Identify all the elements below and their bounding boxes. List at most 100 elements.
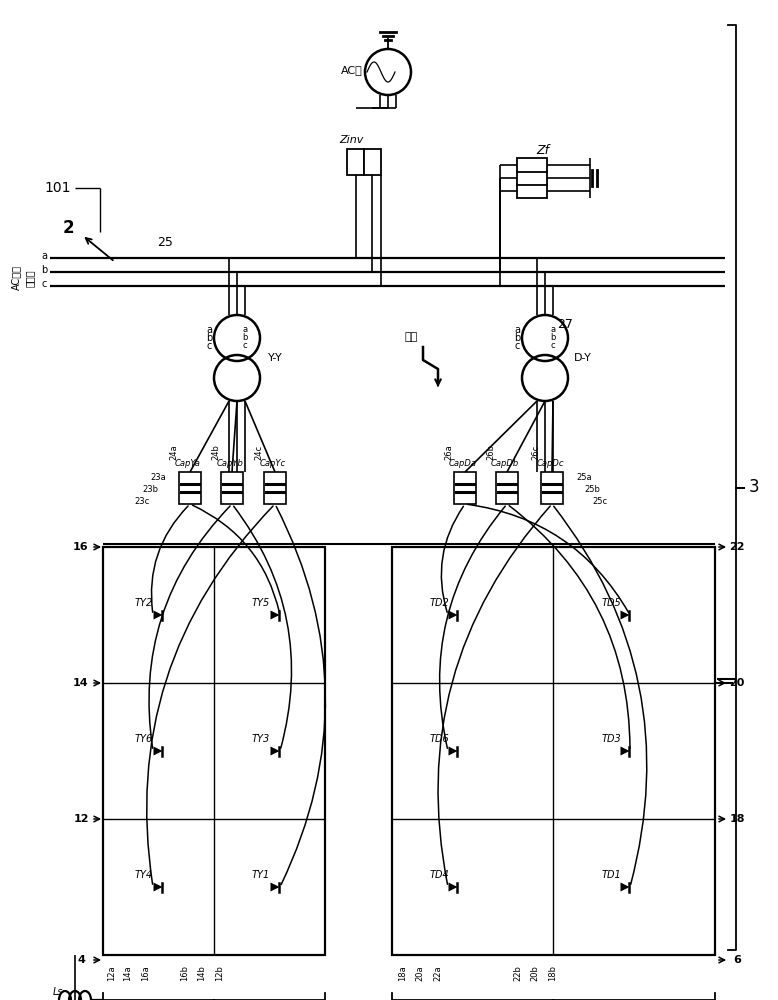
Bar: [496, 472, 518, 504]
Text: 22: 22: [729, 542, 745, 552]
Text: 22a: 22a: [433, 965, 443, 981]
Text: TD3: TD3: [601, 734, 621, 744]
Text: TY6: TY6: [135, 734, 153, 744]
Text: TY5: TY5: [252, 598, 270, 608]
Bar: [454, 472, 476, 504]
Bar: [221, 472, 243, 504]
Text: AC总线: AC总线: [11, 265, 21, 290]
Text: 12a: 12a: [107, 965, 117, 981]
Text: 27: 27: [557, 318, 573, 330]
Text: c: c: [206, 341, 212, 351]
Text: 23c: 23c: [135, 497, 149, 506]
Text: b: b: [514, 333, 520, 343]
Text: TY3: TY3: [252, 734, 270, 744]
Text: 逆变器: 逆变器: [25, 269, 35, 287]
Text: Ls: Ls: [53, 987, 64, 997]
Text: CapYa: CapYa: [175, 460, 201, 468]
Bar: [103, 547, 325, 955]
Text: 26c: 26c: [531, 445, 541, 460]
Text: 2: 2: [62, 219, 74, 237]
Text: CapYc: CapYc: [260, 460, 286, 468]
Polygon shape: [621, 746, 629, 756]
Text: 25c: 25c: [592, 497, 608, 506]
Text: 故障: 故障: [405, 332, 418, 342]
Text: 12: 12: [73, 814, 89, 824]
Polygon shape: [153, 746, 163, 756]
Text: TD5: TD5: [601, 598, 621, 608]
Text: 18a: 18a: [398, 965, 408, 981]
Text: 12b: 12b: [216, 965, 225, 981]
Text: 22b: 22b: [513, 965, 523, 981]
Bar: [264, 472, 286, 504]
Polygon shape: [271, 746, 279, 756]
Polygon shape: [153, 610, 163, 619]
Text: 16a: 16a: [142, 965, 150, 981]
Text: 26a: 26a: [444, 444, 454, 460]
Text: 6: 6: [733, 955, 741, 965]
Text: 23a: 23a: [150, 474, 166, 483]
Text: Y-Y: Y-Y: [268, 353, 282, 363]
Text: 25a: 25a: [576, 474, 592, 483]
Text: 14b: 14b: [198, 965, 206, 981]
Text: 18: 18: [729, 814, 745, 824]
Text: c: c: [551, 342, 555, 351]
Text: 14: 14: [73, 678, 89, 688]
Text: 24c: 24c: [254, 445, 264, 460]
Text: TY2: TY2: [135, 598, 153, 608]
Polygon shape: [271, 882, 279, 892]
Text: 24a: 24a: [170, 444, 178, 460]
Text: 4: 4: [77, 955, 85, 965]
Text: Zinv: Zinv: [339, 135, 363, 145]
Text: D-Y: D-Y: [574, 353, 592, 363]
Text: b: b: [242, 334, 247, 342]
Text: AC源: AC源: [341, 65, 363, 75]
Bar: [392, 547, 715, 955]
Bar: [364, 149, 381, 175]
Text: 20b: 20b: [531, 965, 539, 981]
Polygon shape: [448, 746, 457, 756]
Text: 3: 3: [749, 479, 759, 496]
Bar: [347, 149, 364, 175]
Bar: [517, 171, 547, 185]
Text: 101: 101: [45, 181, 72, 195]
Text: 14a: 14a: [124, 965, 132, 981]
Text: a: a: [206, 325, 212, 335]
Polygon shape: [621, 882, 629, 892]
Text: a: a: [514, 325, 520, 335]
Text: b: b: [550, 334, 555, 342]
Text: 18b: 18b: [548, 965, 558, 981]
Polygon shape: [448, 882, 457, 892]
Text: a: a: [551, 326, 555, 334]
Text: a: a: [243, 326, 247, 334]
Text: b: b: [206, 333, 212, 343]
Text: 20: 20: [729, 678, 745, 688]
Text: 16: 16: [73, 542, 89, 552]
Text: CapDa: CapDa: [449, 460, 477, 468]
Text: TD6: TD6: [429, 734, 449, 744]
Text: TD2: TD2: [429, 598, 449, 608]
Text: 20a: 20a: [415, 965, 425, 981]
Text: c: c: [514, 341, 520, 351]
Text: 25b: 25b: [584, 486, 600, 494]
Text: 23b: 23b: [142, 486, 158, 494]
Text: 26b: 26b: [486, 444, 496, 460]
Bar: [517, 158, 547, 172]
Text: TD4: TD4: [429, 870, 449, 880]
Polygon shape: [271, 610, 279, 619]
Text: TD1: TD1: [601, 870, 621, 880]
Text: Zf: Zf: [537, 143, 549, 156]
Bar: [517, 184, 547, 198]
Text: 16b: 16b: [180, 965, 190, 981]
Text: TY1: TY1: [252, 870, 270, 880]
Text: CapYb: CapYb: [216, 460, 244, 468]
Text: CapDc: CapDc: [536, 460, 564, 468]
Text: 24b: 24b: [212, 444, 220, 460]
Bar: [179, 472, 201, 504]
Text: c: c: [41, 279, 47, 289]
Text: b: b: [41, 265, 47, 275]
Text: CapDb: CapDb: [491, 460, 519, 468]
Text: c: c: [243, 342, 247, 351]
Polygon shape: [153, 882, 163, 892]
Text: TY4: TY4: [135, 870, 153, 880]
Text: a: a: [41, 251, 47, 261]
